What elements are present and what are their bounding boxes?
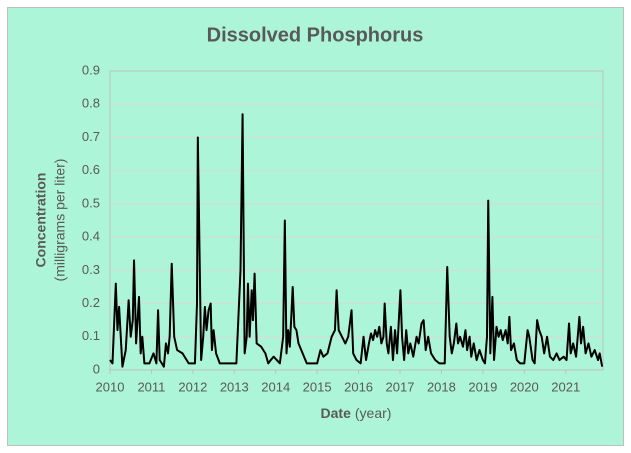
y-tick-label: 0.7 bbox=[82, 129, 100, 144]
x-tick-label: 2017 bbox=[386, 379, 415, 394]
y-tick-label: 0.3 bbox=[82, 262, 100, 277]
x-axis-title: Date (year) bbox=[321, 405, 392, 421]
x-tick-label: 2021 bbox=[551, 379, 580, 394]
y-tick-label: 0.2 bbox=[82, 295, 100, 310]
y-tick-label: 0.9 bbox=[82, 62, 100, 77]
x-tick-label: 2011 bbox=[137, 379, 165, 394]
x-tick-label: 2019 bbox=[468, 379, 497, 394]
x-axis-unit: (year) bbox=[355, 405, 392, 421]
y-tick-label: 0.1 bbox=[82, 328, 100, 343]
x-tick-label: 2012 bbox=[178, 379, 207, 394]
y-tick-label: 0.5 bbox=[82, 195, 100, 210]
y-tick-label: 0.8 bbox=[82, 96, 100, 111]
x-tick-label: 2018 bbox=[427, 379, 456, 394]
x-tick-label: 2016 bbox=[344, 379, 373, 394]
y-axis-label: Concentration bbox=[33, 173, 49, 268]
y-tick-label: 0.6 bbox=[82, 162, 100, 177]
x-tick-label: 2013 bbox=[220, 379, 249, 394]
x-axis-label: Date bbox=[321, 405, 352, 421]
data-line bbox=[109, 113, 604, 368]
plot-border bbox=[109, 70, 604, 371]
y-tick-label: 0 bbox=[93, 361, 100, 376]
x-tick-label: 2014 bbox=[261, 379, 290, 394]
x-tick-label: 2015 bbox=[303, 379, 332, 394]
y-axis-unit: (milligrams per liter) bbox=[52, 159, 68, 282]
x-tick-label: 2020 bbox=[510, 379, 539, 394]
chart-title: Dissolved Phosphorus bbox=[207, 24, 424, 46]
x-tick-label: 2010 bbox=[96, 379, 125, 394]
y-tick-label: 0.4 bbox=[82, 229, 100, 244]
